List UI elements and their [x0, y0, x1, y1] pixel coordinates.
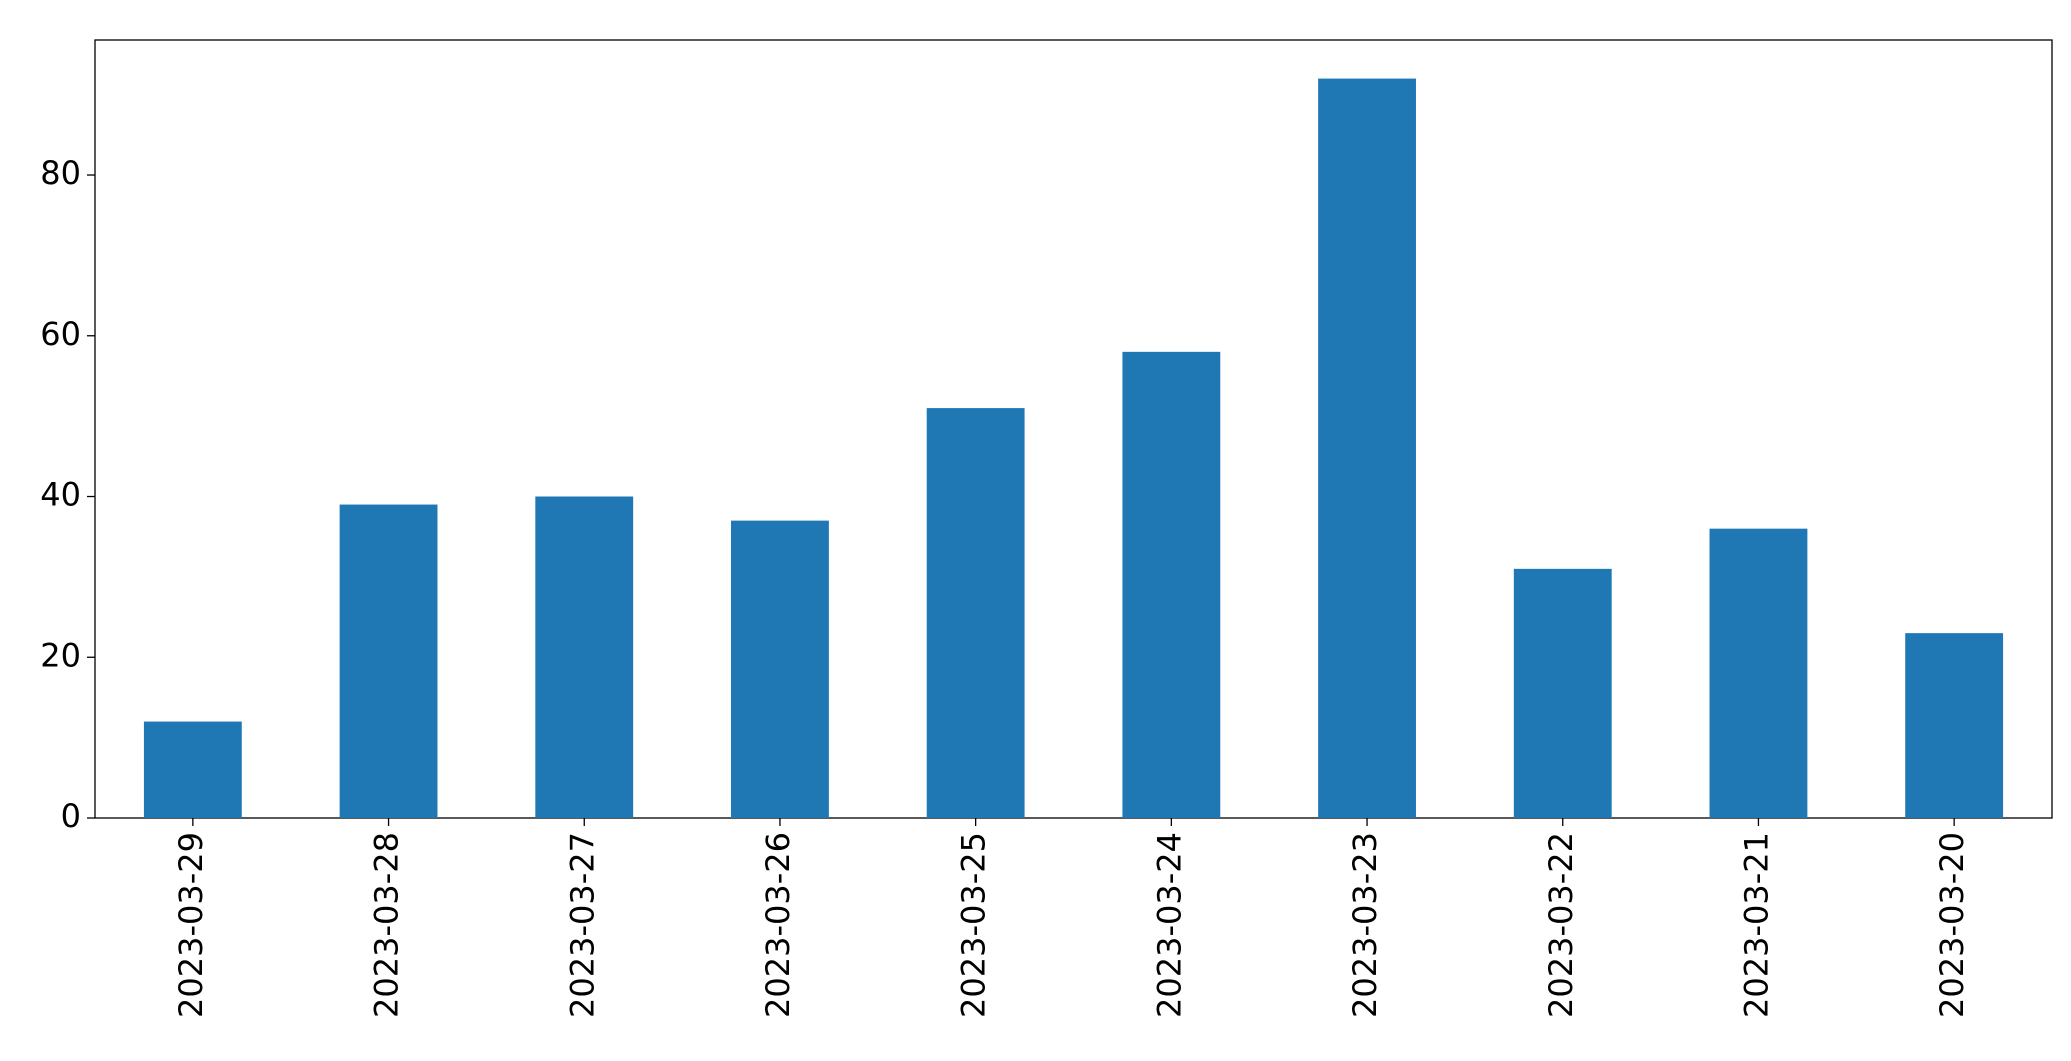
- bar: [1122, 351, 1221, 818]
- x-tick-label: 2023-03-25: [955, 832, 993, 1018]
- x-tick-label: 2023-03-21: [1737, 832, 1775, 1018]
- bar: [535, 496, 634, 818]
- x-tick-label: 2023-03-26: [759, 832, 797, 1018]
- x-tick-label: 2023-03-24: [1150, 832, 1188, 1018]
- y-tick-label: 20: [40, 636, 81, 674]
- bar: [1318, 78, 1416, 819]
- y-tick-label: 60: [40, 315, 81, 353]
- bar: [1513, 568, 1612, 818]
- y-tick-label: 40: [40, 476, 81, 514]
- x-tick-label: 2023-03-27: [563, 832, 601, 1018]
- bar: [926, 408, 1025, 818]
- y-tick-label: 80: [40, 154, 81, 192]
- bar: [143, 721, 242, 818]
- bar: [1905, 633, 2004, 818]
- plot-frame: [94, 39, 2053, 819]
- x-tick-label: 2023-03-29: [172, 832, 210, 1018]
- bar: [731, 520, 829, 818]
- x-tick-label: 2023-03-20: [1933, 832, 1971, 1018]
- bar: [339, 504, 438, 818]
- bar: [1709, 528, 1808, 818]
- x-tick-label: 2023-03-22: [1542, 832, 1580, 1018]
- x-tick-label: 2023-03-28: [368, 832, 406, 1018]
- y-tick-label: 0: [61, 797, 81, 835]
- x-tick-label: 2023-03-23: [1346, 832, 1384, 1018]
